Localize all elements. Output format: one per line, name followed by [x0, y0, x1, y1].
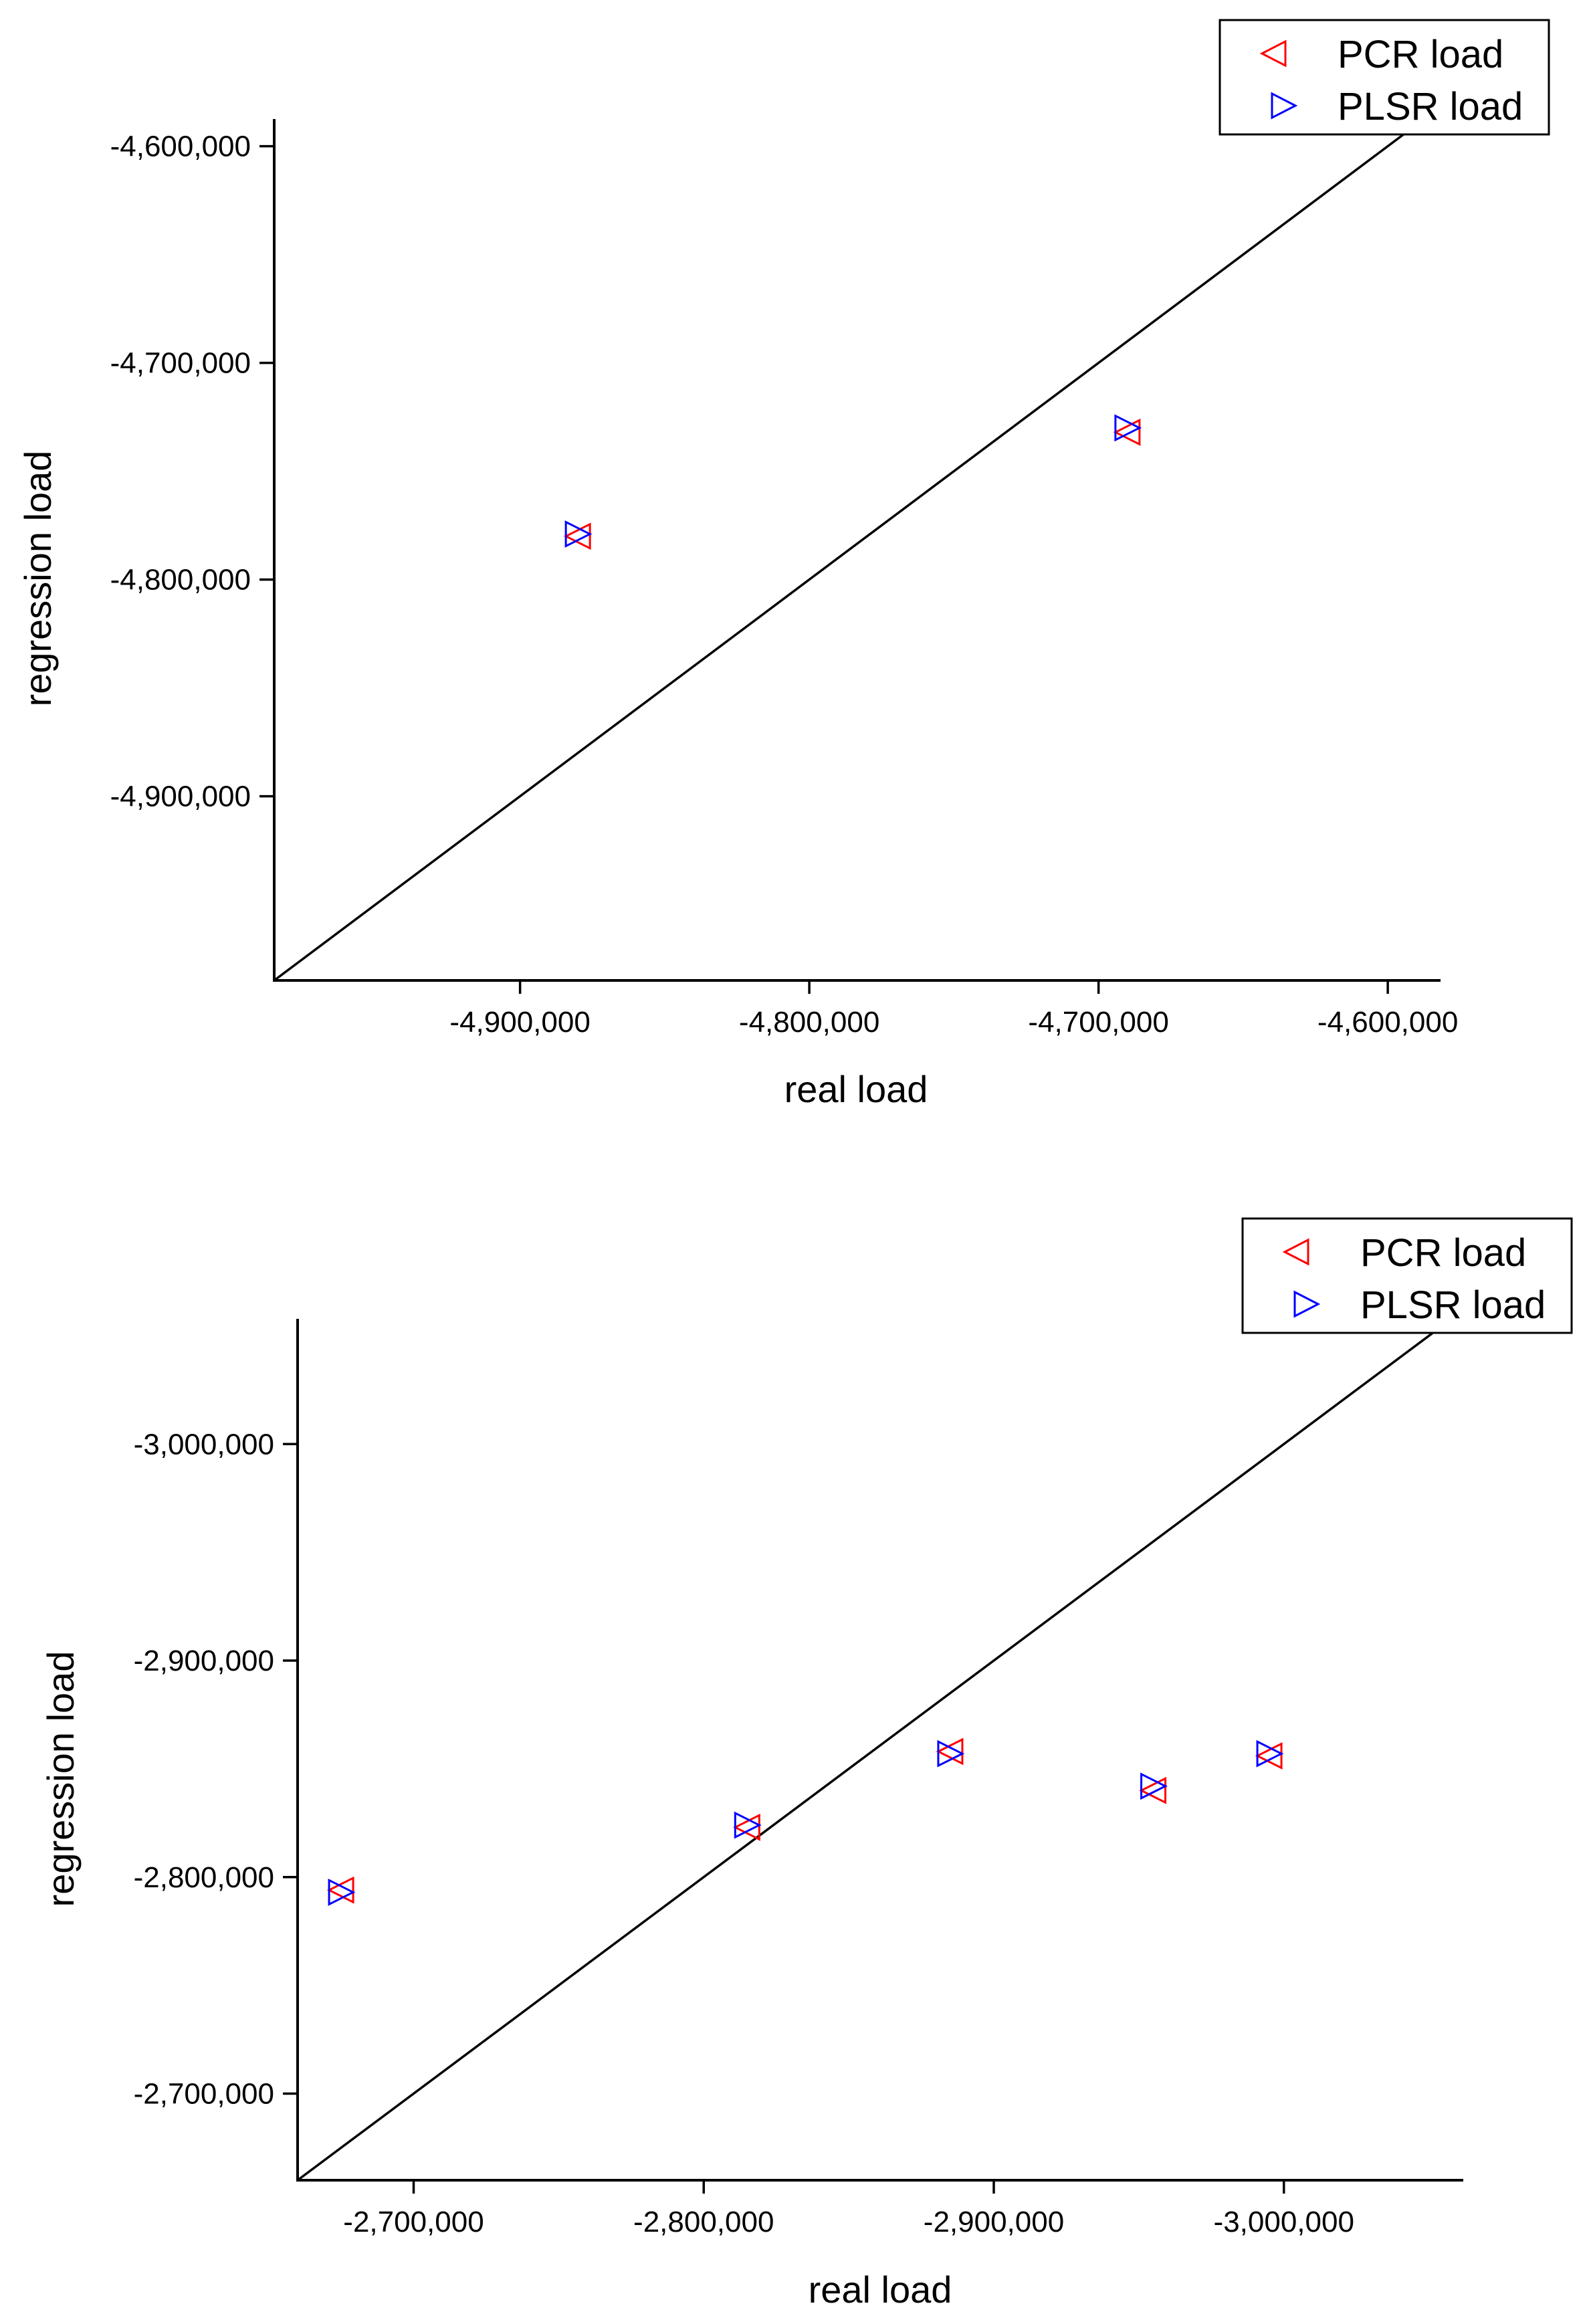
plsr-legend-label: PLSR load	[1360, 1283, 1546, 1327]
data-points	[563, 414, 1142, 550]
y-ticks: -3,000,000 -2,900,000 -2,800,000 -2,700,000	[134, 1428, 298, 2111]
plsr-point	[1256, 1739, 1284, 1768]
pcr-legend-marker	[1259, 39, 1287, 68]
plsr-point	[734, 1811, 762, 1839]
y-tick-label: -2,700,000	[134, 2078, 274, 2111]
y-tick-label: -2,900,000	[134, 1645, 274, 1677]
plsr-point	[564, 520, 593, 548]
x-tick-label: -2,700,000	[343, 2206, 484, 2238]
pcr-legend-label: PCR load	[1338, 33, 1503, 76]
plsr-point	[1114, 414, 1142, 442]
x-tick-label: -4,600,000	[1317, 1006, 1458, 1039]
x-tick-label: -4,700,000	[1028, 1006, 1168, 1039]
pcr-point	[326, 1876, 354, 1904]
x-axis-title: real load	[809, 2268, 952, 2311]
identity-line	[273, 112, 1433, 982]
plsr-point	[937, 1739, 965, 1768]
y-tick-label: -3,000,000	[134, 1428, 274, 1461]
x-tick-label: -2,900,000	[924, 2206, 1064, 2238]
pcr-point	[1139, 1776, 1167, 1804]
y-tick-label: -4,600,000	[110, 130, 251, 163]
y-tick-label: -2,800,000	[134, 1861, 274, 1894]
y-ticks: -4,600,000 -4,700,000 -4,800,000 -4,900,000	[110, 130, 274, 813]
pcr-point	[1113, 418, 1141, 446]
pcr-legend-label: PCR load	[1360, 1231, 1526, 1275]
data-points	[326, 1737, 1284, 1906]
x-tick-label: -3,000,000	[1214, 2206, 1354, 2238]
x-tick-label: -4,900,000	[449, 1006, 590, 1039]
chart-bottom: -2,700,000 -2,800,000 -2,900,000 -3,000,000…	[39, 1217, 1573, 2311]
plsr-point	[1140, 1772, 1168, 1800]
plsr-legend-label: PLSR load	[1338, 85, 1523, 128]
pcr-point	[732, 1813, 760, 1841]
plsr-point	[328, 1878, 356, 1906]
pcr-point	[936, 1737, 964, 1766]
x-axis-title: real load	[784, 1068, 928, 1110]
pcr-point	[1255, 1742, 1283, 1770]
chart-top: -4,900,000 -4,800,000 -4,700,000 -4,600,000…	[17, 19, 1550, 1110]
x-ticks: -2,700,000 -2,800,000 -2,900,000 -3,000,000	[343, 2180, 1354, 2238]
x-tick-label: -2,800,000	[633, 2206, 774, 2238]
y-tick-label: -4,700,000	[110, 347, 251, 380]
plsr-legend-marker	[1271, 92, 1298, 120]
legend: PCR load PLSR load	[1219, 19, 1550, 136]
plsr-legend-marker	[1293, 1290, 1321, 1318]
x-tick-label: -4,800,000	[739, 1006, 879, 1039]
x-ticks: -4,900,000 -4,800,000 -4,700,000 -4,600,000	[449, 980, 1458, 1039]
y-axis-title: regression load	[17, 451, 59, 707]
pcr-point	[563, 522, 591, 550]
identity-line	[296, 1313, 1459, 2182]
y-tick-label: -4,900,000	[110, 780, 251, 813]
y-axis-title: regression load	[39, 1651, 82, 1907]
pcr-legend-marker	[1282, 1238, 1309, 1266]
legend: PCR load PLSR load	[1241, 1217, 1573, 1334]
y-tick-label: -4,800,000	[110, 564, 251, 597]
